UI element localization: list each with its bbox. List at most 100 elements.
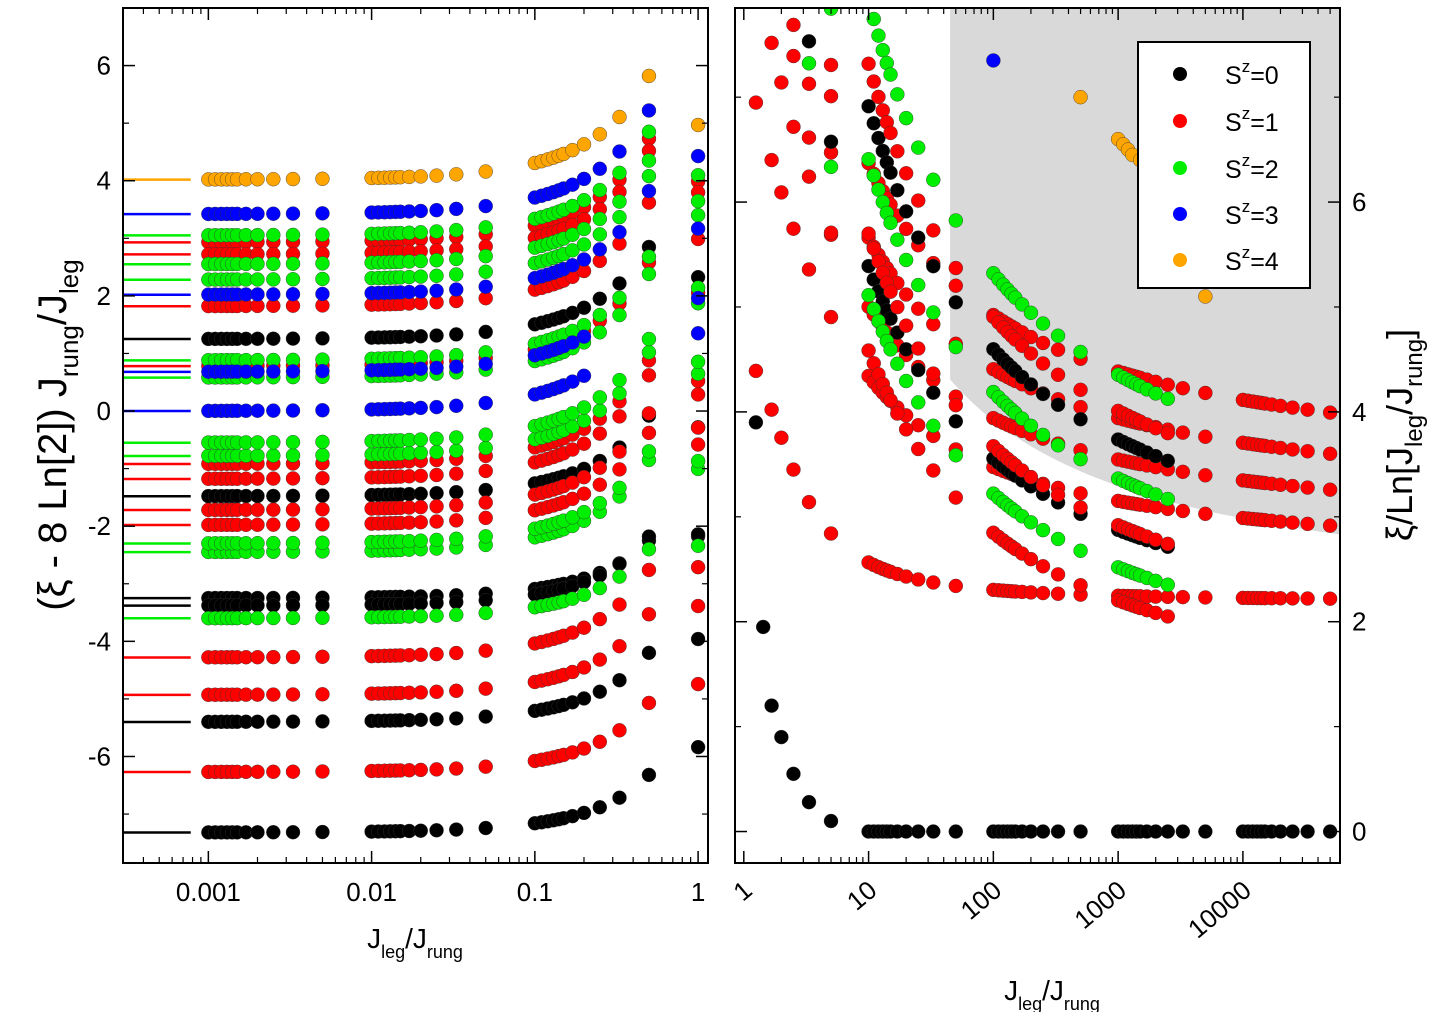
- data-point: [250, 488, 265, 504]
- data-point: [478, 248, 493, 264]
- data-point: [612, 165, 627, 181]
- data-point: [1073, 89, 1088, 105]
- data-point: [911, 441, 926, 457]
- data-point: [250, 471, 265, 486]
- legend-label-sz2: Sz=2: [1225, 151, 1279, 184]
- data-point: [690, 739, 706, 755]
- data-point: [1023, 551, 1039, 567]
- data-point: [266, 227, 281, 243]
- data-point: [315, 649, 330, 664]
- data-point: [413, 823, 428, 838]
- data-point: [285, 687, 301, 702]
- data-point: [250, 403, 265, 418]
- data-point: [690, 538, 706, 553]
- data-point: [592, 800, 608, 815]
- legend-label-sz0: Sz=0: [1225, 57, 1279, 90]
- data-point: [890, 232, 905, 247]
- data-point: [250, 287, 265, 302]
- data-point: [576, 300, 592, 315]
- data-point: [449, 594, 464, 610]
- data-point: [1198, 468, 1213, 483]
- data-point: [801, 34, 817, 49]
- data-point: [861, 226, 876, 241]
- data-point: [592, 227, 608, 242]
- data-point: [285, 403, 301, 418]
- data-point: [801, 76, 817, 92]
- data-point: [1073, 451, 1088, 467]
- data-point: [948, 213, 963, 228]
- data-point: [883, 165, 898, 180]
- data-point: [315, 502, 330, 517]
- data-point: [612, 109, 627, 125]
- data-point: [883, 284, 898, 299]
- data-point: [576, 237, 592, 252]
- data-point: [1023, 585, 1039, 600]
- data-point: [690, 354, 706, 369]
- data-point: [285, 272, 301, 287]
- data-point: [823, 57, 839, 73]
- data-point: [576, 252, 592, 267]
- data-point: [565, 198, 580, 214]
- data-point: [890, 87, 905, 102]
- data-point: [1148, 386, 1163, 401]
- data-point: [478, 324, 493, 340]
- data-point: [690, 559, 706, 575]
- data-point: [1073, 543, 1088, 558]
- data-point: [898, 569, 914, 584]
- data-point: [413, 225, 428, 240]
- data-point: [413, 486, 428, 501]
- data-point: [250, 687, 265, 702]
- data-point: [413, 361, 428, 376]
- data-point: [565, 374, 580, 389]
- data-point: [576, 587, 592, 603]
- data-point: [413, 647, 428, 662]
- data-point: [641, 607, 657, 622]
- data-point: [592, 325, 608, 340]
- data-point: [285, 825, 301, 840]
- data-point: [576, 469, 592, 485]
- data-point: [413, 609, 428, 624]
- data-point: [1175, 824, 1191, 839]
- data-point: [250, 435, 265, 450]
- data-point: [690, 453, 706, 469]
- x-tick-label: 1: [691, 877, 705, 907]
- data-point: [285, 764, 301, 779]
- data-point: [690, 437, 706, 452]
- data-point: [285, 649, 301, 665]
- legend-item: Sz=3: [1173, 197, 1279, 230]
- data-point: [898, 221, 914, 237]
- data-point: [1198, 429, 1213, 444]
- data-point: [801, 794, 817, 810]
- data-point: [612, 144, 627, 159]
- data-point: [911, 341, 926, 356]
- data-point: [1160, 577, 1175, 592]
- data-point: [1050, 397, 1066, 412]
- data-point: [250, 610, 265, 626]
- data-point: [478, 643, 493, 658]
- data-point: [413, 253, 428, 269]
- data-point: [748, 415, 764, 430]
- data-point: [1322, 482, 1338, 497]
- data-point: [875, 42, 890, 58]
- data-point: [1175, 589, 1191, 605]
- data-point: [1035, 522, 1051, 538]
- data-point: [266, 687, 281, 702]
- data-point: [429, 823, 444, 838]
- data-point: [266, 171, 281, 187]
- data-point: [478, 820, 493, 836]
- data-point: [266, 764, 281, 779]
- data-point: [576, 660, 592, 675]
- data-point: [315, 206, 330, 221]
- data-point: [861, 152, 876, 167]
- data-point: [612, 462, 627, 477]
- data-point: [285, 488, 301, 504]
- data-point: [1198, 506, 1213, 522]
- data-point: [612, 569, 627, 584]
- data-point: [801, 130, 817, 145]
- data-point: [413, 400, 428, 416]
- data-point: [911, 230, 926, 245]
- data-point: [612, 276, 627, 291]
- legend-item: Sz=0: [1173, 57, 1279, 90]
- data-point: [449, 167, 464, 182]
- data-point: [592, 568, 608, 583]
